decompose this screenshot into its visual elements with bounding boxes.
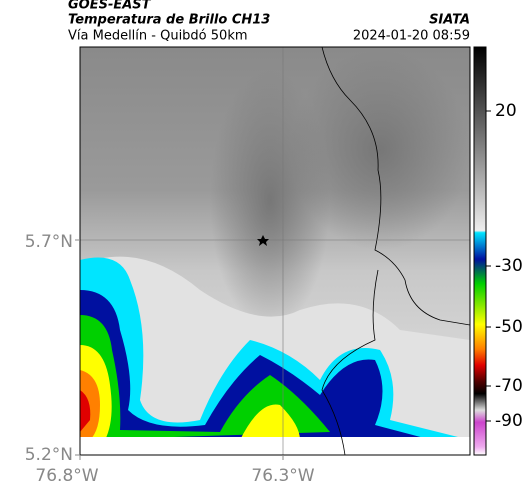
title: Temperatura de Brillo CH13 [68, 13, 270, 28]
colorbar-tick-label: 20 [495, 101, 517, 121]
y-tick-label: 5.2°N [25, 445, 73, 465]
x-tick-label: 76.8°W [35, 466, 98, 486]
colorbar-tick-label: -90 [495, 411, 523, 431]
org: SIATA [429, 13, 470, 28]
source: GOES-EAST [68, 0, 152, 13]
y-tick-label: 5.7°N [25, 232, 73, 252]
datetime: 2024-01-20 08:59 [353, 29, 470, 44]
colorbar-tick-label: -30 [495, 256, 523, 276]
colorbar-tick-label: -70 [495, 376, 523, 396]
x-tick-label: 76.3°W [251, 466, 314, 486]
colorbar [473, 46, 487, 456]
colorbar-tick-label: -50 [495, 317, 523, 337]
satellite-image [80, 47, 470, 455]
subtitle: Vía Medellín - Quibdó 50km [68, 29, 248, 44]
